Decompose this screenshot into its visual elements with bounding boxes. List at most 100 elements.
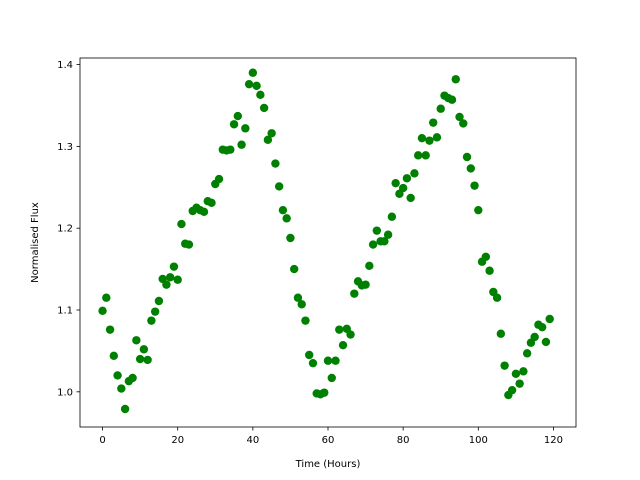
- data-point: [398, 183, 408, 193]
- data-point: [429, 118, 438, 127]
- data-point: [522, 349, 532, 358]
- data-point: [139, 345, 149, 354]
- data-point: [98, 306, 107, 316]
- data-point: [293, 293, 303, 302]
- data-point: [305, 350, 314, 360]
- data-point: [511, 369, 521, 379]
- data-point: [413, 151, 423, 160]
- data-point: [350, 289, 359, 298]
- data-point: [109, 351, 119, 361]
- data-point: [278, 205, 288, 215]
- data-point: [226, 145, 235, 154]
- data-point: [537, 322, 547, 332]
- data-point: [128, 373, 137, 383]
- data-point: [455, 112, 464, 122]
- data-point: [391, 178, 400, 188]
- data-points: [98, 68, 554, 414]
- x-axis-label: Time (Hours): [295, 459, 361, 470]
- data-point: [459, 119, 468, 128]
- data-point: [331, 356, 340, 365]
- x-axis: 0 20 40 60 80 100 120: [99, 427, 563, 446]
- data-point: [365, 261, 374, 271]
- data-point: [297, 300, 306, 309]
- data-point: [308, 358, 318, 368]
- data-point: [320, 388, 329, 397]
- data-point: [147, 316, 156, 325]
- data-point: [323, 356, 333, 365]
- data-point: [286, 233, 295, 243]
- y-tick-label: 1.4: [57, 60, 73, 71]
- data-point: [271, 159, 280, 168]
- data-point: [241, 124, 250, 133]
- data-point: [184, 240, 194, 249]
- data-point: [519, 367, 528, 376]
- data-point: [259, 103, 269, 113]
- data-point: [470, 181, 479, 190]
- data-point: [165, 273, 175, 282]
- x-tick-label: 0: [99, 435, 105, 446]
- data-point: [346, 330, 355, 339]
- x-tick-label: 100: [469, 435, 488, 446]
- data-point: [545, 314, 554, 324]
- data-point: [169, 262, 179, 271]
- data-point: [500, 361, 509, 370]
- y-tick-label: 1.1: [57, 306, 73, 317]
- data-point: [383, 230, 393, 239]
- data-point: [105, 325, 115, 334]
- data-point: [421, 151, 430, 160]
- data-point: [410, 169, 419, 178]
- data-point: [380, 237, 389, 246]
- data-point: [492, 293, 502, 302]
- x-tick-label: 60: [322, 435, 335, 446]
- data-point: [274, 182, 284, 191]
- data-point: [244, 79, 254, 89]
- data-point: [267, 129, 276, 138]
- data-point: [154, 296, 164, 306]
- data-point: [496, 329, 506, 338]
- data-point: [387, 212, 397, 221]
- data-point: [447, 95, 457, 104]
- y-tick-label: 1.2: [57, 224, 73, 235]
- data-point: [248, 68, 258, 77]
- data-point: [301, 316, 310, 325]
- data-point: [135, 354, 145, 364]
- data-point: [263, 135, 273, 145]
- data-point: [177, 219, 186, 229]
- data-point: [338, 340, 348, 350]
- data-point: [530, 332, 539, 342]
- data-point: [406, 193, 415, 203]
- data-point: [173, 275, 182, 284]
- data-point: [252, 81, 261, 91]
- data-point: [237, 140, 246, 149]
- data-point: [207, 198, 216, 208]
- data-point: [425, 136, 434, 145]
- x-tick-label: 20: [171, 435, 184, 446]
- data-point: [451, 75, 460, 84]
- data-point: [117, 384, 126, 393]
- data-point: [199, 207, 209, 217]
- y-axis: 1.0 1.1 1.2 1.3 1.4: [57, 60, 80, 398]
- data-point: [162, 280, 171, 289]
- data-point: [335, 325, 344, 334]
- data-point: [327, 373, 336, 383]
- data-point: [282, 214, 291, 223]
- data-point: [436, 104, 445, 113]
- data-point: [120, 404, 130, 414]
- data-point: [417, 133, 427, 143]
- y-tick-label: 1.3: [57, 142, 73, 153]
- data-point: [541, 337, 551, 347]
- data-point: [372, 226, 382, 235]
- x-tick-label: 40: [246, 435, 259, 446]
- x-tick-label: 120: [544, 435, 563, 446]
- data-point: [402, 174, 412, 183]
- data-point: [474, 205, 483, 215]
- data-point: [229, 120, 239, 129]
- data-point: [432, 133, 442, 142]
- data-point: [368, 240, 378, 249]
- data-point: [150, 307, 160, 316]
- data-point: [507, 385, 517, 395]
- data-point: [113, 371, 122, 380]
- data-point: [289, 264, 299, 274]
- data-point: [515, 379, 524, 388]
